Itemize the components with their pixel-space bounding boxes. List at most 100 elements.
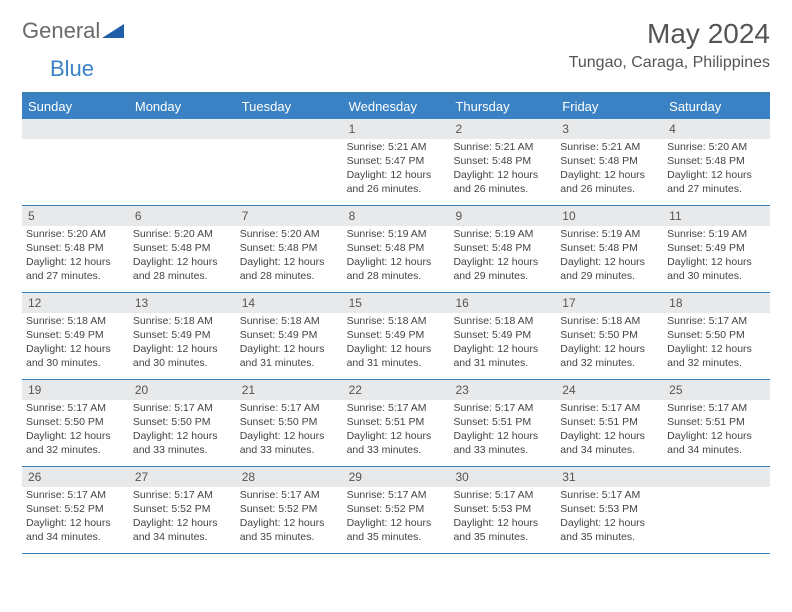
day-cell: 29Sunrise: 5:17 AMSunset: 5:52 PMDayligh… bbox=[343, 467, 450, 553]
weekday-friday: Friday bbox=[556, 94, 663, 119]
day-details: Sunrise: 5:17 AMSunset: 5:51 PMDaylight:… bbox=[556, 400, 663, 461]
day-details: Sunrise: 5:18 AMSunset: 5:50 PMDaylight:… bbox=[556, 313, 663, 374]
day-number-empty bbox=[236, 119, 343, 139]
day-number: 26 bbox=[22, 467, 129, 487]
day-details: Sunrise: 5:17 AMSunset: 5:51 PMDaylight:… bbox=[663, 400, 770, 461]
day-number: 23 bbox=[449, 380, 556, 400]
day-number: 2 bbox=[449, 119, 556, 139]
day-details: Sunrise: 5:20 AMSunset: 5:48 PMDaylight:… bbox=[129, 226, 236, 287]
day-details: Sunrise: 5:17 AMSunset: 5:52 PMDaylight:… bbox=[22, 487, 129, 548]
day-details: Sunrise: 5:19 AMSunset: 5:49 PMDaylight:… bbox=[663, 226, 770, 287]
day-number-empty bbox=[663, 467, 770, 487]
day-cell: 26Sunrise: 5:17 AMSunset: 5:52 PMDayligh… bbox=[22, 467, 129, 553]
day-cell bbox=[663, 467, 770, 553]
weekday-tuesday: Tuesday bbox=[236, 94, 343, 119]
day-details: Sunrise: 5:21 AMSunset: 5:47 PMDaylight:… bbox=[343, 139, 450, 200]
day-cell: 17Sunrise: 5:18 AMSunset: 5:50 PMDayligh… bbox=[556, 293, 663, 379]
day-cell: 9Sunrise: 5:19 AMSunset: 5:48 PMDaylight… bbox=[449, 206, 556, 292]
weeks-container: 1Sunrise: 5:21 AMSunset: 5:47 PMDaylight… bbox=[22, 119, 770, 554]
day-cell: 7Sunrise: 5:20 AMSunset: 5:48 PMDaylight… bbox=[236, 206, 343, 292]
triangle-icon bbox=[102, 20, 124, 43]
day-cell: 10Sunrise: 5:19 AMSunset: 5:48 PMDayligh… bbox=[556, 206, 663, 292]
day-number: 21 bbox=[236, 380, 343, 400]
day-cell: 22Sunrise: 5:17 AMSunset: 5:51 PMDayligh… bbox=[343, 380, 450, 466]
day-number: 25 bbox=[663, 380, 770, 400]
day-details: Sunrise: 5:21 AMSunset: 5:48 PMDaylight:… bbox=[449, 139, 556, 200]
week-row: 12Sunrise: 5:18 AMSunset: 5:49 PMDayligh… bbox=[22, 293, 770, 380]
day-number: 10 bbox=[556, 206, 663, 226]
day-details: Sunrise: 5:18 AMSunset: 5:49 PMDaylight:… bbox=[129, 313, 236, 374]
weekday-monday: Monday bbox=[129, 94, 236, 119]
day-number: 14 bbox=[236, 293, 343, 313]
day-number: 22 bbox=[343, 380, 450, 400]
day-details: Sunrise: 5:20 AMSunset: 5:48 PMDaylight:… bbox=[22, 226, 129, 287]
day-cell: 24Sunrise: 5:17 AMSunset: 5:51 PMDayligh… bbox=[556, 380, 663, 466]
weekday-sunday: Sunday bbox=[22, 94, 129, 119]
day-details: Sunrise: 5:17 AMSunset: 5:53 PMDaylight:… bbox=[556, 487, 663, 548]
day-number: 12 bbox=[22, 293, 129, 313]
weekday-thursday: Thursday bbox=[449, 94, 556, 119]
week-row: 26Sunrise: 5:17 AMSunset: 5:52 PMDayligh… bbox=[22, 467, 770, 554]
day-details: Sunrise: 5:17 AMSunset: 5:50 PMDaylight:… bbox=[22, 400, 129, 461]
weekday-wednesday: Wednesday bbox=[343, 94, 450, 119]
day-number: 3 bbox=[556, 119, 663, 139]
calendar: SundayMondayTuesdayWednesdayThursdayFrid… bbox=[22, 92, 770, 554]
day-details: Sunrise: 5:19 AMSunset: 5:48 PMDaylight:… bbox=[556, 226, 663, 287]
day-details: Sunrise: 5:21 AMSunset: 5:48 PMDaylight:… bbox=[556, 139, 663, 200]
day-cell: 27Sunrise: 5:17 AMSunset: 5:52 PMDayligh… bbox=[129, 467, 236, 553]
day-details: Sunrise: 5:17 AMSunset: 5:52 PMDaylight:… bbox=[236, 487, 343, 548]
day-number: 7 bbox=[236, 206, 343, 226]
day-number: 18 bbox=[663, 293, 770, 313]
day-details: Sunrise: 5:17 AMSunset: 5:50 PMDaylight:… bbox=[129, 400, 236, 461]
day-number: 24 bbox=[556, 380, 663, 400]
day-cell bbox=[22, 119, 129, 205]
day-cell: 4Sunrise: 5:20 AMSunset: 5:48 PMDaylight… bbox=[663, 119, 770, 205]
week-row: 5Sunrise: 5:20 AMSunset: 5:48 PMDaylight… bbox=[22, 206, 770, 293]
weekday-saturday: Saturday bbox=[663, 94, 770, 119]
day-cell: 14Sunrise: 5:18 AMSunset: 5:49 PMDayligh… bbox=[236, 293, 343, 379]
day-number: 13 bbox=[129, 293, 236, 313]
day-details: Sunrise: 5:18 AMSunset: 5:49 PMDaylight:… bbox=[449, 313, 556, 374]
month-title: May 2024 bbox=[569, 18, 770, 50]
day-cell: 15Sunrise: 5:18 AMSunset: 5:49 PMDayligh… bbox=[343, 293, 450, 379]
day-number: 19 bbox=[22, 380, 129, 400]
weekday-row: SundayMondayTuesdayWednesdayThursdayFrid… bbox=[22, 94, 770, 119]
week-row: 1Sunrise: 5:21 AMSunset: 5:47 PMDaylight… bbox=[22, 119, 770, 206]
day-cell: 2Sunrise: 5:21 AMSunset: 5:48 PMDaylight… bbox=[449, 119, 556, 205]
day-number: 5 bbox=[22, 206, 129, 226]
day-cell: 13Sunrise: 5:18 AMSunset: 5:49 PMDayligh… bbox=[129, 293, 236, 379]
week-row: 19Sunrise: 5:17 AMSunset: 5:50 PMDayligh… bbox=[22, 380, 770, 467]
day-details: Sunrise: 5:19 AMSunset: 5:48 PMDaylight:… bbox=[449, 226, 556, 287]
day-cell bbox=[129, 119, 236, 205]
day-number: 27 bbox=[129, 467, 236, 487]
day-cell: 20Sunrise: 5:17 AMSunset: 5:50 PMDayligh… bbox=[129, 380, 236, 466]
day-number: 28 bbox=[236, 467, 343, 487]
day-number: 4 bbox=[663, 119, 770, 139]
day-cell: 19Sunrise: 5:17 AMSunset: 5:50 PMDayligh… bbox=[22, 380, 129, 466]
day-details: Sunrise: 5:18 AMSunset: 5:49 PMDaylight:… bbox=[236, 313, 343, 374]
day-number-empty bbox=[129, 119, 236, 139]
day-number: 17 bbox=[556, 293, 663, 313]
day-number: 1 bbox=[343, 119, 450, 139]
day-cell: 1Sunrise: 5:21 AMSunset: 5:47 PMDaylight… bbox=[343, 119, 450, 205]
day-cell: 31Sunrise: 5:17 AMSunset: 5:53 PMDayligh… bbox=[556, 467, 663, 553]
logo-text-blue: Blue bbox=[50, 56, 94, 81]
day-details: Sunrise: 5:19 AMSunset: 5:48 PMDaylight:… bbox=[343, 226, 450, 287]
logo-text-general: General bbox=[22, 18, 100, 44]
day-number: 8 bbox=[343, 206, 450, 226]
day-details: Sunrise: 5:17 AMSunset: 5:52 PMDaylight:… bbox=[129, 487, 236, 548]
day-cell: 3Sunrise: 5:21 AMSunset: 5:48 PMDaylight… bbox=[556, 119, 663, 205]
day-details: Sunrise: 5:18 AMSunset: 5:49 PMDaylight:… bbox=[22, 313, 129, 374]
day-number: 15 bbox=[343, 293, 450, 313]
day-cell: 25Sunrise: 5:17 AMSunset: 5:51 PMDayligh… bbox=[663, 380, 770, 466]
day-details: Sunrise: 5:20 AMSunset: 5:48 PMDaylight:… bbox=[236, 226, 343, 287]
day-details: Sunrise: 5:17 AMSunset: 5:52 PMDaylight:… bbox=[343, 487, 450, 548]
day-details: Sunrise: 5:17 AMSunset: 5:50 PMDaylight:… bbox=[236, 400, 343, 461]
day-number: 31 bbox=[556, 467, 663, 487]
day-details: Sunrise: 5:17 AMSunset: 5:51 PMDaylight:… bbox=[343, 400, 450, 461]
day-cell: 5Sunrise: 5:20 AMSunset: 5:48 PMDaylight… bbox=[22, 206, 129, 292]
day-details: Sunrise: 5:18 AMSunset: 5:49 PMDaylight:… bbox=[343, 313, 450, 374]
day-details: Sunrise: 5:17 AMSunset: 5:51 PMDaylight:… bbox=[449, 400, 556, 461]
day-cell: 12Sunrise: 5:18 AMSunset: 5:49 PMDayligh… bbox=[22, 293, 129, 379]
day-number-empty bbox=[22, 119, 129, 139]
